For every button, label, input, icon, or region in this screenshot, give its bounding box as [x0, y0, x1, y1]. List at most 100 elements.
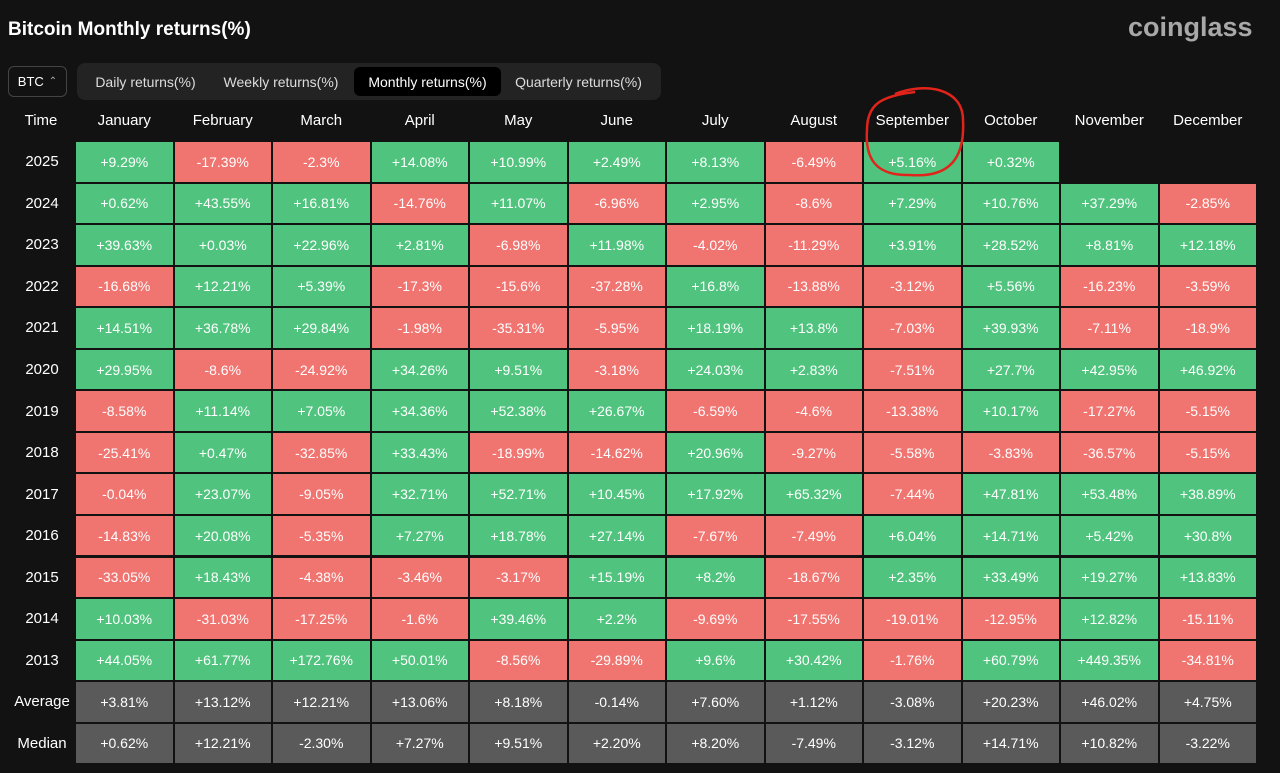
- return-cell: +23.07%: [174, 474, 271, 514]
- return-cell: -15.11%: [1159, 599, 1256, 639]
- column-header: February: [192, 112, 253, 129]
- tab[interactable]: Daily returns(%): [95, 73, 196, 90]
- return-cell: -18.67%: [765, 557, 862, 598]
- return-cell: -25.41%: [76, 432, 173, 473]
- return-cell: +10.76%: [962, 183, 1059, 224]
- return-cell: +7.60%: [667, 682, 764, 722]
- return-cell: -18.99%: [470, 432, 567, 473]
- return-cell: +0.47%: [174, 432, 271, 473]
- return-cell: +42.95%: [1061, 349, 1158, 390]
- return-cell: -11.29%: [765, 225, 862, 265]
- return-cell: -7.44%: [864, 474, 961, 514]
- return-cell: -7.49%: [765, 515, 862, 556]
- return-cell: +8.81%: [1061, 225, 1158, 265]
- return-cell: +5.56%: [962, 266, 1059, 307]
- return-cell: +33.43%: [371, 432, 468, 473]
- column-header: December: [1173, 112, 1243, 129]
- return-cell: +20.96%: [667, 432, 764, 473]
- return-cell: +30.8%: [1159, 515, 1256, 556]
- return-cell: +37.29%: [1061, 183, 1158, 224]
- return-cell: +16.81%: [273, 183, 370, 224]
- return-cell: +0.32%: [962, 142, 1059, 182]
- return-cell: -2.3%: [273, 142, 370, 182]
- column-header: August: [790, 112, 838, 129]
- return-cell: -5.15%: [1159, 391, 1256, 431]
- return-cell: -4.6%: [765, 391, 862, 431]
- return-cell: +8.13%: [667, 142, 764, 182]
- row-label: Average: [14, 693, 70, 711]
- return-cell: -14.62%: [568, 432, 665, 473]
- return-cell: -3.08%: [864, 682, 961, 722]
- return-cell: +34.26%: [371, 349, 468, 390]
- return-cell: -4.38%: [273, 557, 370, 598]
- return-cell: -12.95%: [962, 599, 1059, 639]
- return-cell: -8.6%: [765, 183, 862, 224]
- tab[interactable]: Weekly returns(%): [223, 73, 339, 90]
- return-cell: +4.75%: [1159, 682, 1256, 722]
- return-cell: -14.76%: [371, 183, 468, 224]
- return-cell: -7.03%: [864, 308, 961, 348]
- tab[interactable]: Quarterly returns(%): [515, 73, 642, 90]
- return-cell: +3.81%: [76, 682, 173, 722]
- return-cell: +12.18%: [1159, 225, 1256, 265]
- column-header: July: [701, 112, 729, 129]
- return-cell: +27.14%: [568, 515, 665, 556]
- return-cell: -2.85%: [1159, 183, 1256, 224]
- tab[interactable]: Monthly returns(%): [354, 67, 501, 96]
- return-cell: -5.15%: [1159, 432, 1256, 473]
- return-cell: -8.6%: [174, 349, 271, 390]
- return-cell: +2.95%: [667, 183, 764, 224]
- return-cell: -36.57%: [1061, 432, 1158, 473]
- annotation-circle: [865, 87, 965, 177]
- return-cell: -6.59%: [667, 391, 764, 431]
- return-cell: -18.9%: [1159, 308, 1256, 348]
- return-cell: +14.51%: [76, 308, 173, 348]
- return-cell: +2.35%: [864, 557, 961, 598]
- return-cell: +2.83%: [765, 349, 862, 390]
- return-cell: +8.20%: [667, 723, 764, 764]
- return-cell: +29.95%: [76, 349, 173, 390]
- return-cell: -5.58%: [864, 432, 961, 473]
- row-label: 2016: [25, 527, 59, 545]
- return-cell: +12.21%: [273, 682, 370, 722]
- return-cell: +50.01%: [371, 640, 468, 681]
- return-cell: -17.27%: [1061, 391, 1158, 431]
- column-header: November: [1074, 112, 1144, 129]
- return-cell: -13.38%: [864, 391, 961, 431]
- return-cell: +44.05%: [76, 640, 173, 681]
- return-cell: +7.27%: [371, 723, 468, 764]
- return-cell: +53.48%: [1061, 474, 1158, 514]
- row-label: 2014: [25, 610, 59, 628]
- return-cell: -0.04%: [76, 474, 173, 514]
- return-cell: +14.08%: [371, 142, 468, 182]
- return-cell: -3.59%: [1159, 266, 1256, 307]
- column-header: May: [504, 112, 533, 129]
- return-cell: +2.49%: [568, 142, 665, 182]
- coin-selector[interactable]: BTC ⌃: [8, 66, 67, 97]
- return-cell: +13.8%: [765, 308, 862, 348]
- return-cell: +10.99%: [470, 142, 567, 182]
- return-cell: +9.51%: [470, 349, 567, 390]
- return-cell: +46.92%: [1159, 349, 1256, 390]
- return-cell: +7.05%: [273, 391, 370, 431]
- return-cell: -0.14%: [568, 682, 665, 722]
- return-cell: -3.46%: [371, 557, 468, 598]
- return-cell: +10.82%: [1061, 723, 1158, 764]
- return-cell: +8.2%: [667, 557, 764, 598]
- row-label: 2025: [25, 153, 59, 171]
- return-cell: -17.55%: [765, 599, 862, 639]
- return-cell: +39.46%: [470, 599, 567, 639]
- return-cell: -3.83%: [962, 432, 1059, 473]
- column-header: September: [875, 112, 949, 129]
- return-cell: -8.58%: [76, 391, 173, 431]
- return-cell: +0.62%: [76, 723, 173, 764]
- return-cell: +7.29%: [864, 183, 961, 224]
- column-header: January: [97, 112, 151, 129]
- return-cell: -3.22%: [1159, 723, 1256, 764]
- return-cell: +39.93%: [962, 308, 1059, 348]
- return-cell: +20.08%: [174, 515, 271, 556]
- return-cell: +43.55%: [174, 183, 271, 224]
- return-cell: +52.38%: [470, 391, 567, 431]
- return-cell: -1.98%: [371, 308, 468, 348]
